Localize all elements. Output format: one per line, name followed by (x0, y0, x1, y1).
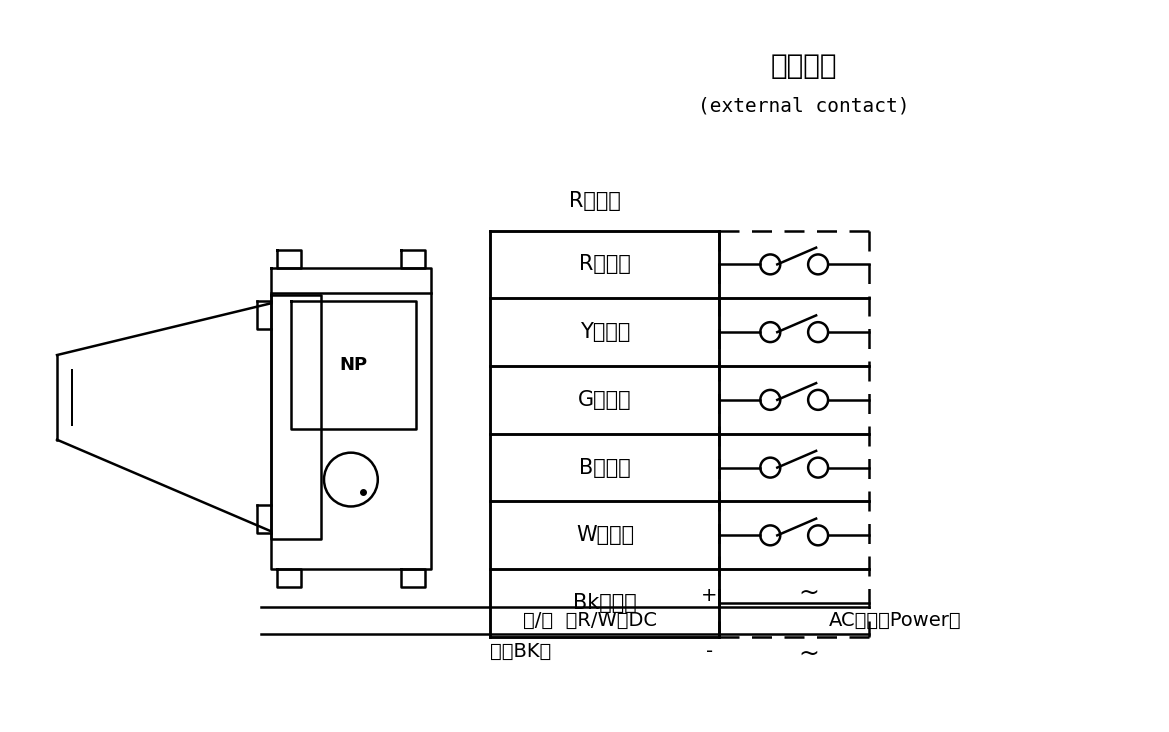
Text: Bk（黑）: Bk（黑） (573, 593, 637, 613)
Text: 黑（BK）: 黑（BK） (490, 643, 551, 662)
Text: R（红）: R（红） (579, 255, 631, 274)
Text: ~: ~ (798, 581, 819, 605)
Text: R（红）: R（红） (569, 190, 621, 211)
Text: W（白）: W（白） (576, 526, 634, 545)
Text: -: - (706, 643, 713, 662)
Text: 外部接点: 外部接点 (770, 52, 837, 80)
Text: AC电源（Power）: AC电源（Power） (829, 610, 962, 630)
Text: B（蓝）: B（蓝） (579, 458, 631, 477)
Text: NP: NP (339, 356, 367, 374)
Text: G（绿）: G（绿） (579, 390, 631, 410)
Text: ~: ~ (798, 642, 819, 666)
Text: +: + (701, 586, 718, 605)
Text: Y（黄）: Y（黄） (580, 322, 630, 342)
Text: (external contact): (external contact) (698, 97, 909, 116)
Text: 红/白  （R/W）DC: 红/白 （R/W）DC (523, 610, 657, 630)
